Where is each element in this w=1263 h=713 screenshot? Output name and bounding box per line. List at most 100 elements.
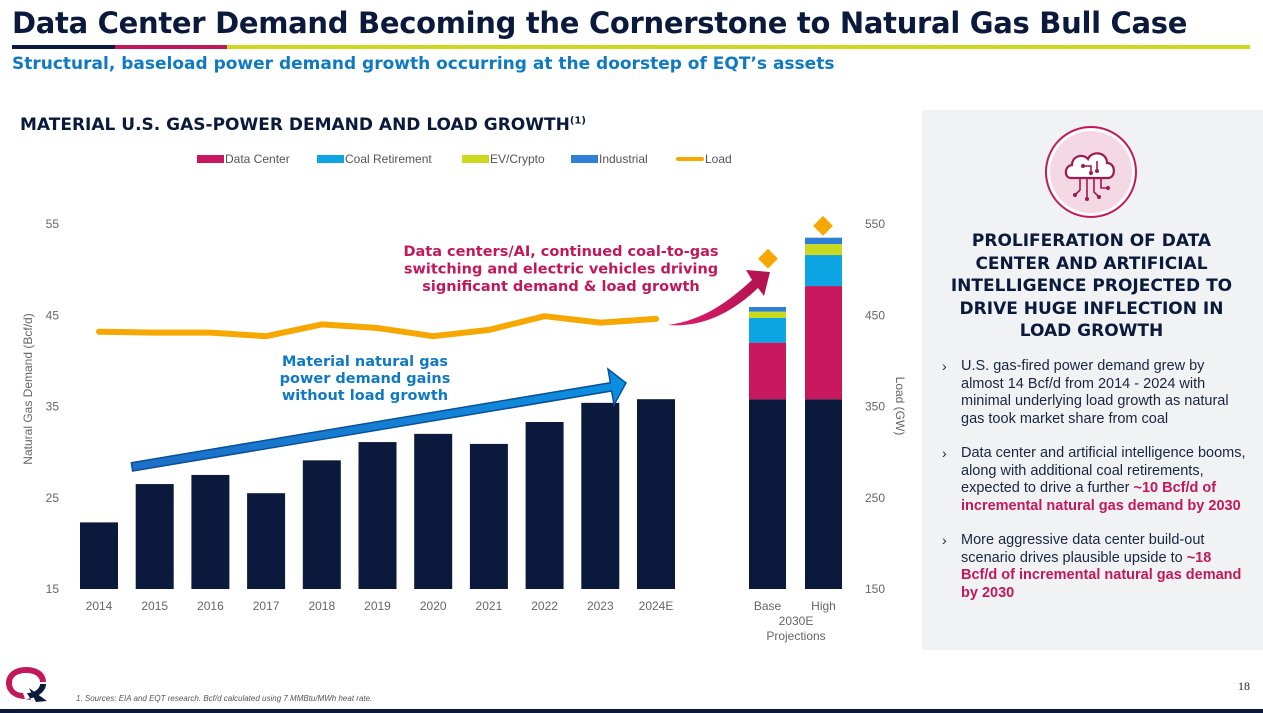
legend-swatch [197, 155, 224, 163]
legend-label: Load [705, 152, 732, 166]
projection-arrow [668, 270, 770, 326]
bar-2018 [302, 460, 341, 589]
x-tick-label: 2021 [476, 599, 503, 613]
bar-2024E [637, 399, 675, 589]
segment-data_center [805, 286, 842, 400]
bar-2017 [247, 493, 286, 589]
segment-coal_retirement [749, 317, 786, 343]
chart-axes: 15 25 35 45 55 150 250 350 450 550 Natural Gas Dem… [21, 217, 907, 596]
y2-axis-label: Load (GW) [893, 377, 907, 436]
segment-industrial [805, 237, 842, 245]
x-tick-label: 2018 [308, 599, 335, 613]
annotation-magenta: Data centers/AI, continued coal-to-gas [403, 244, 718, 260]
segment-industrial [749, 307, 786, 312]
x-tick-label: 2020 [420, 599, 447, 613]
legend-swatch [462, 155, 489, 163]
legend-label: Industrial [599, 152, 648, 166]
segment-ev_crypto [749, 311, 786, 318]
y-tick-label: 45 [46, 308, 60, 322]
y2-tick-label: 150 [865, 582, 885, 596]
legend-swatch [317, 155, 344, 163]
bar-2014 [80, 522, 118, 589]
gas-demand-chart: Data Center Coal Retirement EV/Crypto Indus… [21, 152, 907, 643]
footnote: 1. Sources: EIA and EQT research. Bcf/d … [76, 694, 373, 703]
x-tick-label: 2017 [253, 599, 280, 613]
page-title: Data Center Demand Becoming the Cornerst… [12, 6, 1188, 40]
x-tick-label: High [811, 599, 836, 613]
bullet-item: Data center and artificial intelligence … [940, 445, 1250, 515]
segment-base [749, 399, 786, 589]
chart-bars: 2014 2015 2016 2017 2018 2019 2020 2021 2022 2023… [80, 237, 842, 643]
panel-heading: PROLIFERATION OF DATA CENTER AND ARTIFIC… [950, 231, 1233, 341]
growth-trend-arrow [130, 367, 627, 472]
legend-swatch [676, 157, 704, 161]
bottom-bar [0, 709, 1263, 713]
segment-coal_retirement [805, 255, 842, 287]
insight-panel: PROLIFERATION OF DATA CENTER AND ARTIFIC… [922, 110, 1263, 650]
legend-label: Coal Retirement [345, 152, 432, 166]
projection-bar-Base [749, 307, 786, 589]
bar-2022 [525, 422, 564, 589]
y2-tick-label: 350 [865, 400, 885, 414]
load-diamond [758, 248, 778, 269]
annotation-blue: without load growth [282, 388, 448, 404]
bar-2021 [469, 443, 508, 589]
projection-bar-High [805, 237, 842, 589]
annotation-magenta: significant demand & load growth [422, 279, 700, 295]
chart-heading-footnote-ref: (1) [569, 115, 586, 127]
y-tick-label: 35 [46, 400, 60, 414]
bullet-item: More aggressive data center build-out sc… [940, 532, 1250, 602]
segment-data_center [749, 342, 786, 400]
x-tick-label: Base [754, 599, 782, 613]
legend-label: Data Center [225, 152, 290, 166]
y-tick-label: 25 [46, 491, 60, 505]
load-line [96, 313, 659, 340]
bar-2016 [191, 474, 230, 589]
y-axis-label: Natural Gas Demand (Bcf/d) [21, 313, 35, 464]
panel-bullets: U.S. gas-fired power demand grew by almo… [940, 358, 1250, 619]
annotation-blue: Material natural gas [282, 354, 448, 370]
legend-item: Load [676, 152, 732, 166]
bullet-item: U.S. gas-fired power demand grew by almo… [940, 358, 1250, 428]
page-number: 18 [1238, 679, 1250, 693]
x-tick-label: 2022 [531, 599, 558, 613]
title-underline-lime [227, 45, 1250, 49]
projection-group-label: Projections [766, 629, 825, 643]
bar-2023 [581, 402, 620, 589]
bullet-highlight: ~18 Bcf/d of incremental natural gas dem… [961, 549, 1242, 601]
annotation-blue: power demand gains [280, 371, 451, 387]
y2-tick-label: 250 [865, 491, 885, 505]
page-subtitle: Structural, baseload power demand growth… [12, 54, 835, 74]
cloud-circuit-icon [1045, 126, 1137, 218]
x-tick-label: 2024E [639, 599, 674, 613]
chart-legend: Data Center Coal Retirement EV/Crypto Indus… [197, 152, 732, 166]
x-tick-label: 2016 [197, 599, 224, 613]
x-tick-label: 2019 [364, 599, 391, 613]
load-diamond [813, 215, 833, 236]
y2-tick-label: 550 [865, 217, 885, 231]
eqt-logo-icon [3, 664, 51, 709]
y-tick-label: 55 [46, 217, 60, 231]
y-tick-label: 15 [46, 582, 60, 596]
bar-2019 [358, 442, 397, 589]
projection-group-label: 2030E [779, 614, 814, 628]
legend-item: EV/Crypto [462, 152, 545, 166]
chart-heading: MATERIAL U.S. GAS-POWER DEMAND AND LOAD … [20, 115, 586, 135]
x-tick-label: 2014 [86, 599, 113, 613]
x-tick-label: 2023 [587, 599, 614, 613]
legend-item: Data Center [197, 152, 290, 166]
x-tick-label: 2015 [141, 599, 168, 613]
bullet-highlight: ~10 Bcf/d of incremental natural gas dem… [961, 480, 1241, 514]
annotation-magenta: switching and electric vehicles driving [404, 262, 718, 278]
bar-2020 [414, 433, 453, 589]
title-underline-magenta [115, 45, 227, 49]
legend-item: Coal Retirement [317, 152, 432, 166]
legend-item: Industrial [571, 152, 648, 166]
y2-tick-label: 450 [865, 308, 885, 322]
segment-base [805, 399, 842, 589]
title-underline-navy [12, 45, 115, 49]
segment-ev_crypto [805, 244, 842, 256]
legend-label: EV/Crypto [490, 152, 545, 166]
bar-2015 [135, 484, 174, 589]
